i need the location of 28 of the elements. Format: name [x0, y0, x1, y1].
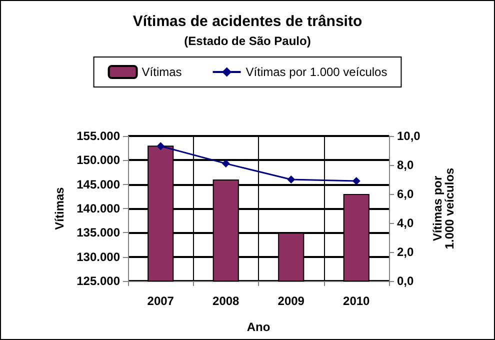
chart-subtitle: (Estado de São Paulo)	[184, 34, 311, 48]
x-axis-title: Ano	[246, 320, 270, 334]
x-tick-label: 2009	[278, 294, 305, 308]
x-tick-label: 2008	[212, 294, 240, 308]
legend-label: Vítimas	[142, 65, 182, 79]
x-tick-label: 2007	[147, 294, 174, 308]
y2-tick-label: 2,0	[397, 245, 414, 259]
y2-tick-label: 6,0	[397, 187, 414, 201]
y2-tick-label: 8,0	[397, 158, 414, 172]
y2-tick-label: 4,0	[397, 216, 414, 230]
point	[156, 142, 165, 150]
y2-tick-label: 0,0	[397, 274, 414, 288]
legend-label: Vítimas por 1.000 veículos	[246, 65, 388, 79]
y-tick-label: 125.000	[76, 274, 120, 288]
point	[287, 176, 296, 184]
y-tick-label: 140.000	[76, 202, 120, 216]
y-tick-label: 145.000	[76, 177, 120, 192]
chart-title: Vítimas de acidentes de trânsito	[132, 13, 362, 30]
y2-axis-title: Vítimas por 1.000 veículos	[430, 167, 456, 250]
x-tick-label: 2010	[343, 294, 370, 308]
y-axis-title: Vítimas	[52, 186, 67, 230]
point	[352, 176, 360, 185]
y-tick-label: 130.000	[76, 250, 120, 264]
y-tick-label: 135.000	[76, 226, 120, 240]
y-tick-label: 150.000	[76, 153, 120, 168]
point	[222, 160, 230, 168]
y-tick-label: 155.000	[76, 129, 120, 143]
y2-tick-label: 10,0	[397, 129, 421, 143]
